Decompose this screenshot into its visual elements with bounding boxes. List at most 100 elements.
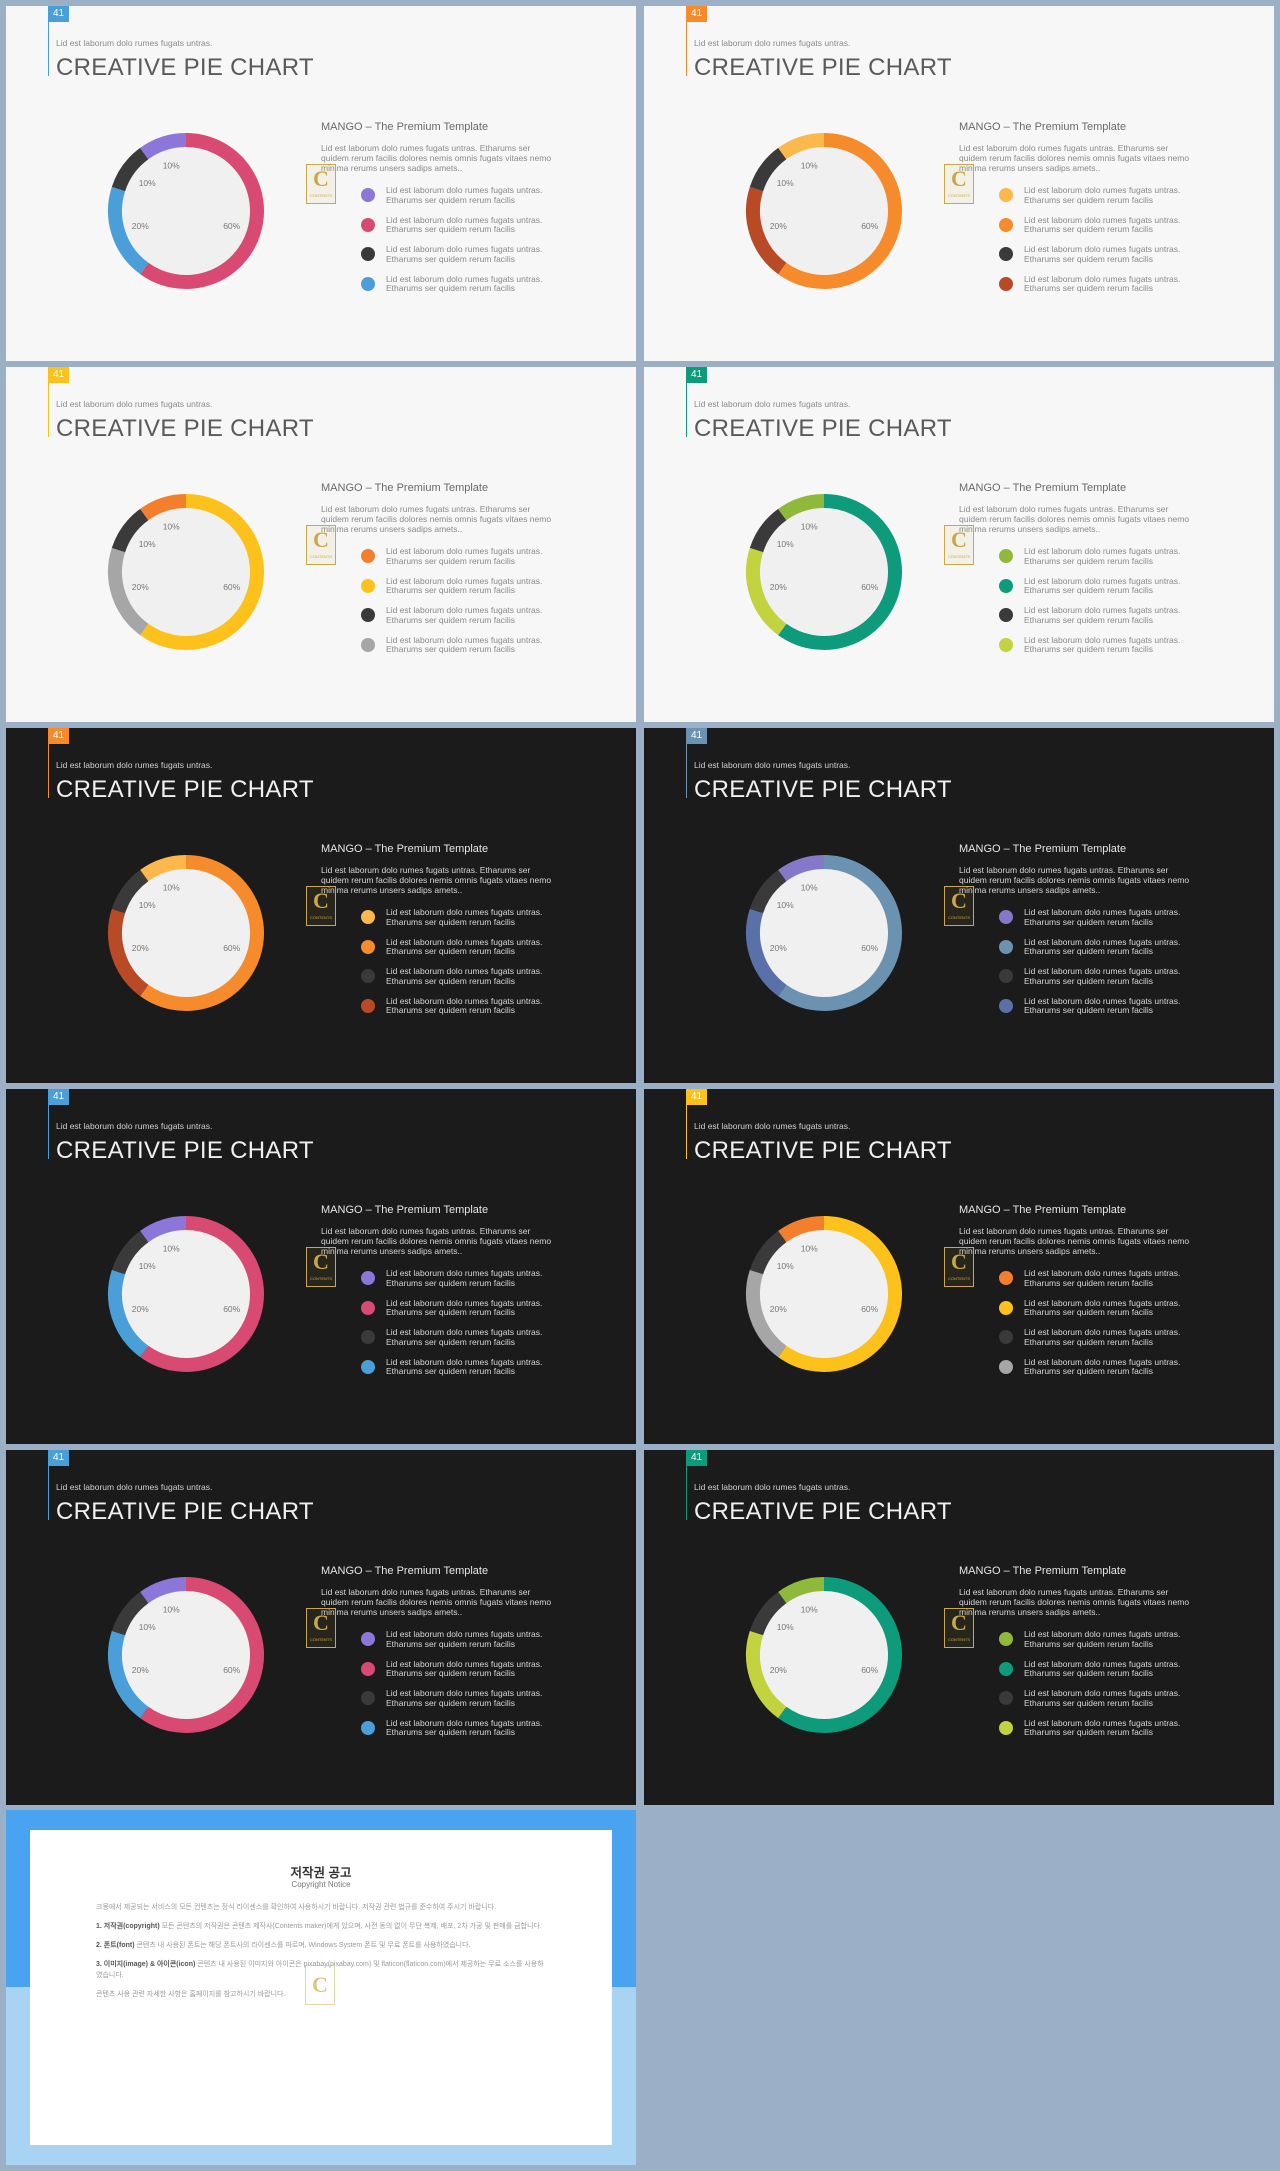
template-heading: MANGO – The Premium Template: [959, 121, 1127, 133]
legend-line: Etharums ser quidem rerum facilis: [1024, 916, 1153, 927]
legend-line: Etharums ser quidem rerum facilis: [1024, 1307, 1153, 1317]
legend-dot: [361, 1632, 375, 1646]
template-heading: MANGO – The Premium Template: [959, 1565, 1127, 1577]
legend-dot: [361, 1330, 375, 1344]
donut-segment: [111, 869, 149, 914]
legend-line: Etharums ser quidem rerum facilis: [386, 1727, 515, 1737]
watermark-logo: C CONTENTS: [944, 525, 974, 565]
copyright-notice-slide: 저작권 공고 Copyright Notice 크몽에서 제공되는 서비스의 모…: [6, 1810, 636, 2165]
slide-number-tag: 41: [686, 1450, 707, 1466]
description-text: Lid est laborum dolo rumes fugats untras…: [959, 1587, 1190, 1617]
notice-paragraph: 1. 저작권(copyright) 모든 콘텐츠의 저작권은 콘텐츠 제작사(C…: [96, 1921, 546, 1932]
slide-subtitle: Lid est laborum dolo rumes fugats untras…: [694, 1121, 851, 1131]
notice-paper: 저작권 공고 Copyright Notice 크몽에서 제공되는 서비스의 모…: [30, 1830, 612, 2145]
slide[interactable]: 41 Lid est laborum dolo rumes fugats unt…: [644, 367, 1274, 722]
legend-line: Lid est laborum dolo rumes fugats untras…: [386, 273, 543, 284]
notice-paragraph: 3. 이미지(image) & 아이콘(icon) 콘텐츠 내 사용된 이미지와…: [96, 1959, 546, 1981]
legend-text: Lid est laborum dolo rumes fugats untras…: [1024, 936, 1181, 957]
legend-line: Etharums ser quidem rerum facilis: [386, 283, 515, 293]
legend-text: Lid est laborum dolo rumes fugats untras…: [1024, 966, 1180, 986]
slide-title: CREATIVE PIE CHART: [694, 1498, 952, 1525]
slide[interactable]: 41 Lid est laborum dolo rumes fugats unt…: [6, 1089, 636, 1444]
description-text: Lid est laborum dolo rumes fugats untras…: [959, 865, 1190, 895]
donut-segment: [140, 494, 187, 521]
slide[interactable]: 41 Lid est laborum dolo rumes fugats unt…: [644, 1450, 1274, 1805]
legend-text: Lid est laborum dolo rumes fugats untras…: [386, 605, 542, 625]
donut-percent-label: 10%: [163, 1604, 180, 1614]
donut-percent-label: 60%: [861, 943, 878, 953]
legend-line: Lid est laborum dolo rumes fugats untras…: [1024, 936, 1181, 947]
donut-percent-label: 60%: [861, 221, 878, 231]
slide[interactable]: 41 Lid est laborum dolo rumes fugats unt…: [644, 6, 1274, 361]
donut-percent-label: 10%: [139, 178, 156, 188]
template-heading: MANGO – The Premium Template: [959, 843, 1127, 855]
donut-percent-label: 20%: [770, 1304, 787, 1314]
donut-percent-label: 10%: [777, 178, 794, 188]
legend-text: Lid est laborum dolo rumes fugats untras…: [386, 576, 542, 596]
donut-chart: 60% 20% 10% 10%: [746, 494, 902, 650]
legend-dot: [361, 998, 375, 1013]
legend-line: Etharums ser quidem rerum facilis: [386, 1307, 515, 1317]
legend-line: Lid est laborum dolo rumes fugats untras…: [1024, 244, 1181, 254]
slide-subtitle: Lid est laborum dolo rumes fugats untras…: [56, 760, 213, 770]
slide[interactable]: 41 Lid est laborum dolo rumes fugats unt…: [6, 728, 636, 1083]
donut-percent-label: 20%: [132, 943, 149, 953]
slide[interactable]: 41 Lid est laborum dolo rumes fugats unt…: [6, 1450, 636, 1805]
notice-label: 2. 폰트(font): [96, 1942, 135, 1949]
donut-percent-label: 20%: [132, 221, 149, 231]
slide[interactable]: 41 Lid est laborum dolo rumes fugats unt…: [644, 728, 1274, 1083]
legend-dot: [361, 1300, 375, 1315]
donut-segment: [140, 494, 264, 650]
accent-line: [686, 367, 687, 437]
donut-chart: 60% 20% 10% 10%: [108, 494, 264, 650]
legend-text: Lid est laborum dolo rumes fugats untras…: [1024, 995, 1181, 1016]
notice-paragraph: 콘텐츠 사용 관련 자세한 사항은 홈페이지를 참고하시기 바랍니다.: [96, 1991, 286, 1998]
notice-title: 저작권 공고: [290, 1866, 352, 1880]
legend-line: Etharums ser quidem rerum facilis: [386, 555, 515, 566]
donut-center: [120, 867, 252, 999]
donut-percent-label: 10%: [163, 160, 180, 170]
slide-number-tag: 41: [48, 1450, 69, 1466]
legend-line: Etharums ser quidem rerum facilis: [386, 253, 515, 264]
slide-title: CREATIVE PIE CHART: [56, 415, 314, 442]
description-text: Lid est laborum dolo rumes fugats untras…: [321, 1226, 552, 1256]
watermark-logo: C CONTENTS: [306, 886, 336, 926]
slide[interactable]: 41 Lid est laborum dolo rumes fugats unt…: [6, 6, 636, 361]
legend-dot: [361, 608, 375, 622]
donut-percent-label: 10%: [139, 539, 156, 549]
legend-line: Lid est laborum dolo rumes fugats untras…: [1024, 605, 1181, 615]
donut-center: [758, 1228, 890, 1360]
description-text: Lid est laborum dolo rumes fugats untras…: [321, 1587, 552, 1617]
legend-dot: [361, 549, 375, 563]
donut-percent-label: 10%: [801, 160, 818, 170]
legend-line: Lid est laborum dolo rumes fugats untras…: [386, 214, 543, 225]
notice-paragraph: 2. 폰트(font) 콘텐츠 내 사용된 폰트는 해당 폰트사의 라이센스를 …: [96, 1940, 546, 1951]
legend-text: Lid est laborum dolo rumes fugats untras…: [1024, 1629, 1180, 1649]
watermark-logo: C: [305, 1965, 335, 2005]
donut-segment: [778, 1577, 902, 1733]
accent-line: [48, 6, 49, 76]
legend-dot: [999, 608, 1013, 622]
notice-subtitle: Copyright Notice: [291, 1880, 351, 1889]
donut-segment: [108, 186, 149, 275]
donut-center: [120, 506, 252, 638]
slide[interactable]: 41 Lid est laborum dolo rumes fugats unt…: [6, 367, 636, 722]
legend-dot: [999, 969, 1013, 983]
description-text: Lid est laborum dolo rumes fugats untras…: [321, 504, 552, 534]
donut-chart: 60% 20% 10% 10%: [108, 1577, 264, 1733]
slide[interactable]: 41 Lid est laborum dolo rumes fugats unt…: [644, 1089, 1274, 1444]
legend-text: Lid est laborum dolo rumes fugats untras…: [386, 214, 543, 235]
donut-segment: [140, 855, 187, 882]
legend-line: Lid est laborum dolo rumes fugats untras…: [1024, 995, 1181, 1006]
donut-percent-label: 20%: [770, 582, 787, 592]
donut-segment: [778, 133, 902, 289]
donut-percent-label: 10%: [163, 521, 180, 531]
donut-percent-label: 10%: [139, 1261, 156, 1271]
legend-line: Lid est laborum dolo rumes fugats untras…: [1024, 214, 1181, 225]
legend-text: Lid est laborum dolo rumes fugats untras…: [386, 635, 542, 655]
legend-line: Etharums ser quidem rerum facilis: [1024, 1336, 1153, 1347]
donut-segment: [749, 869, 787, 914]
legend-line: Lid est laborum dolo rumes fugats untras…: [1024, 1356, 1181, 1367]
slide-subtitle: Lid est laborum dolo rumes fugats untras…: [56, 1482, 213, 1492]
legend-dot: [999, 1300, 1013, 1315]
